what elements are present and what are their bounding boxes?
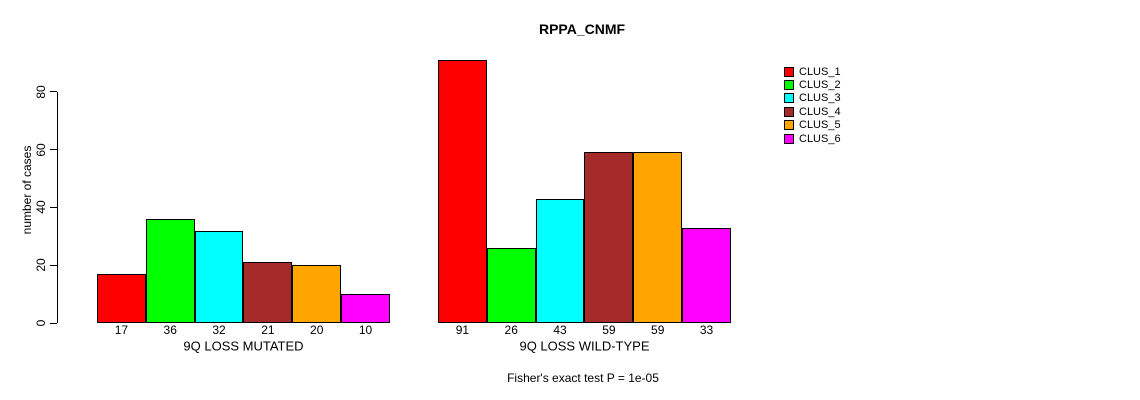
legend-label: CLUS_5 (799, 119, 841, 132)
bar-value-label: 36 (163, 323, 177, 337)
y-axis-tick-label: 80 (34, 85, 48, 99)
y-axis-tick-label: 20 (34, 258, 48, 272)
legend-label: CLUS_2 (799, 79, 841, 92)
bar (584, 152, 634, 323)
legend-item: CLUS_4 (784, 105, 841, 118)
y-axis-tick (50, 91, 57, 93)
legend-item: CLUS_2 (784, 78, 841, 91)
bar (682, 227, 731, 323)
y-axis-tick (50, 206, 57, 208)
legend-label: CLUS_4 (799, 105, 841, 118)
legend-swatch (784, 66, 794, 77)
legend-item: CLUS_3 (784, 92, 841, 105)
legend-label: CLUS_6 (799, 132, 841, 145)
legend-label: CLUS_3 (799, 92, 841, 105)
y-axis-line (57, 91, 58, 323)
y-axis-tick-label: 60 (34, 142, 48, 157)
bar-value-label: 59 (651, 323, 665, 337)
legend-label: CLUS_1 (799, 65, 841, 78)
legend: CLUS_1 CLUS_2 CLUS_3 CLUS_4 CLUS_5 CLUS_6 (784, 65, 841, 145)
bar (243, 262, 293, 323)
bar-value-label: 20 (310, 323, 324, 337)
chart-title: RPPA_CNMF (538, 21, 626, 37)
y-axis-tick (50, 149, 57, 151)
legend-swatch (784, 133, 794, 144)
bar-value-label: 91 (455, 323, 470, 337)
bar-value-label: 33 (699, 323, 714, 337)
bar (633, 152, 683, 323)
bar (194, 230, 244, 323)
group-label: 9Q LOSS WILD-TYPE (519, 338, 650, 353)
y-axis-tick (50, 264, 57, 266)
legend-item: CLUS_5 (784, 119, 841, 132)
legend-swatch (784, 80, 794, 91)
bar (145, 218, 195, 323)
bar-value-label: 59 (602, 323, 616, 337)
legend-swatch (784, 106, 794, 117)
bar-value-label: 17 (114, 323, 129, 337)
y-axis-tick-label: 40 (34, 200, 48, 215)
legend-swatch (784, 120, 794, 131)
bar (341, 294, 390, 323)
bar (535, 198, 585, 323)
y-axis-tick-label: 0 (34, 319, 48, 327)
legend-item: CLUS_1 (784, 65, 841, 78)
bar (97, 273, 146, 323)
fisher-test-annotation: Fisher's exact test P = 1e-05 (507, 371, 659, 385)
bar (292, 265, 342, 323)
y-axis-tick (50, 322, 57, 324)
bar-value-label: 21 (261, 323, 275, 337)
bar-value-label: 10 (358, 323, 373, 337)
legend-item: CLUS_6 (784, 132, 841, 145)
bar-value-label: 32 (212, 323, 226, 337)
bar-value-label: 43 (553, 323, 567, 337)
bar-value-label: 26 (504, 323, 518, 337)
bar (438, 60, 487, 323)
bar (486, 247, 536, 323)
legend-swatch (784, 93, 794, 104)
group-label: 9Q LOSS MUTATED (183, 338, 304, 353)
